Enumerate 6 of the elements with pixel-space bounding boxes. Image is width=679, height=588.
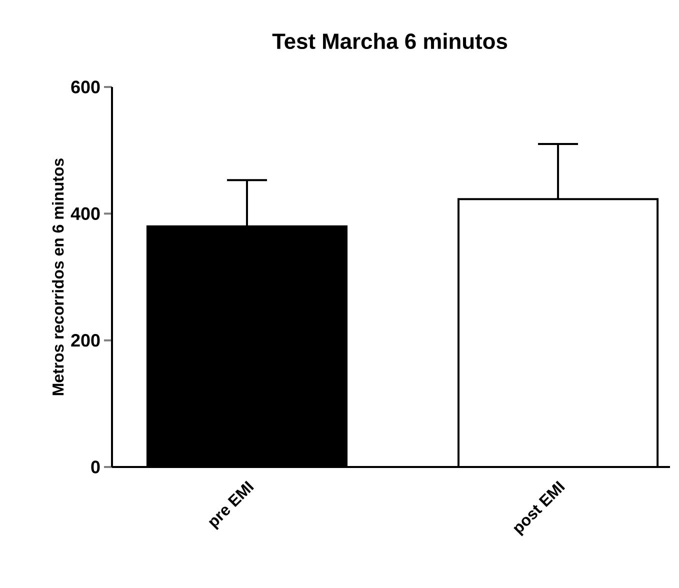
y-tick-label: 600 bbox=[71, 80, 100, 94]
y-tick-label: 200 bbox=[71, 334, 100, 347]
chart-title: Test Marcha 6 minutos bbox=[272, 32, 508, 50]
y-tick-label: 400 bbox=[70, 207, 100, 220]
y-axis-title: Metros recorridos en 6 minutos bbox=[52, 158, 64, 396]
y-tick-label: 0 bbox=[91, 460, 100, 474]
